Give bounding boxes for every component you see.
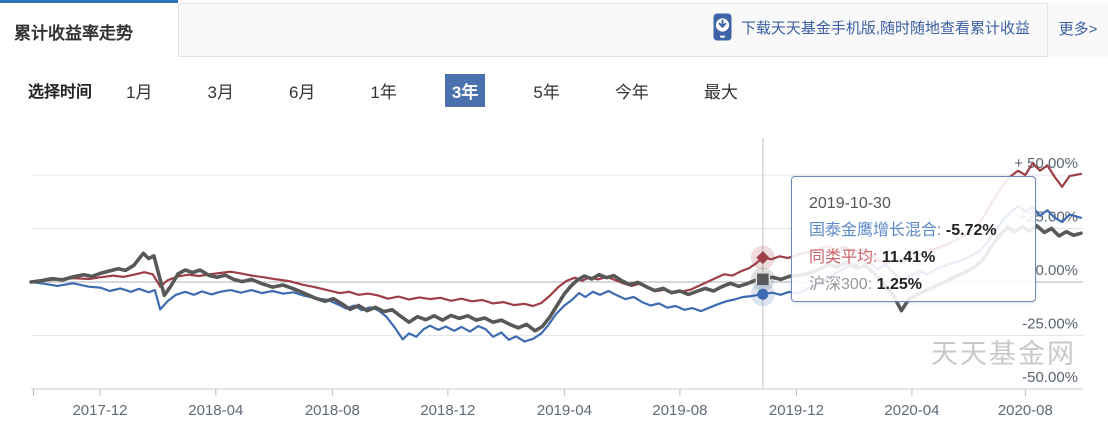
time-option-3月[interactable]: 3月 — [207, 82, 234, 102]
chart-tooltip: 2019-10-30 国泰金鹰增长混合: -5.72% 同类平均: 11.41% 沪… — [791, 176, 1036, 302]
x-axis-label: 2020-08 — [998, 402, 1053, 419]
time-option-1年[interactable]: 1年 — [370, 82, 397, 102]
x-axis-label: 2018-04 — [188, 402, 243, 419]
tooltip-date: 2019-10-30 — [809, 195, 891, 212]
y-axis-label: -25.00% — [1022, 316, 1078, 333]
phone-download-icon — [713, 13, 732, 41]
time-option-今年[interactable]: 今年 — [614, 82, 649, 102]
crosshair-marker-diamond — [756, 251, 770, 265]
y-axis-label: -50.00% — [1022, 369, 1078, 386]
cumulative-return-chart[interactable]: + 50.00% +25.00% 0.00% -25.00% -50.00% 2017-1… — [0, 130, 1108, 439]
tooltip-series-value: -5.72% — [945, 222, 997, 239]
time-selector-label: 选择时间 — [28, 84, 93, 101]
x-axis-label: 2018-12 — [420, 402, 475, 419]
tooltip-series-value: 11.41% — [881, 249, 936, 266]
tooltip-row: 国泰金鹰增长混合: -5.72% — [809, 217, 1035, 244]
y-axis-label: + 50.00% — [1014, 155, 1078, 172]
crosshair-marker-square — [755, 272, 771, 287]
download-app-link[interactable]: 下载天天基金手机版,随时随地查看累计收益 — [713, 0, 1030, 54]
tab-cumulative-return[interactable]: 累计收益率走势 — [0, 0, 178, 58]
time-option-5年[interactable]: 5年 — [533, 82, 560, 102]
watermark: 天天基金网 — [931, 339, 1076, 369]
header-strip — [178, 3, 1108, 57]
x-axis-label: 2017-12 — [72, 402, 127, 419]
tooltip-series-label: 沪深300: — [809, 276, 877, 293]
x-axis-label: 2020-04 — [884, 402, 939, 419]
crosshair-marker-circle — [757, 288, 769, 300]
tooltip-series-label: 同类平均: — [809, 249, 882, 266]
page-title: 累计收益率走势 — [14, 24, 133, 43]
more-link[interactable]: 更多> — [1047, 3, 1108, 57]
download-app-text: 下载天天基金手机版,随时随地查看累计收益 — [740, 19, 1030, 37]
tooltip-series-value: 1.25% — [876, 276, 922, 293]
time-option-1月[interactable]: 1月 — [126, 82, 153, 102]
x-axis-label: 2019-12 — [769, 402, 824, 419]
time-option-最大[interactable]: 最大 — [703, 82, 738, 102]
tooltip-series-label: 国泰金鹰增长混合: — [809, 222, 946, 239]
time-option-3年[interactable]: 3年 — [444, 73, 486, 107]
x-axis-label: 2019-04 — [537, 402, 592, 419]
tooltip-row: 同类平均: 11.41% — [809, 244, 1035, 271]
y-axis-label: 0.00% — [1035, 262, 1078, 279]
time-option-6月[interactable]: 6月 — [288, 82, 316, 102]
time-range-selector: 选择时间 1月 3月 6月 1年 3年 5年 今年 最大 — [28, 73, 786, 107]
tooltip-row: 沪深300: 1.25% — [809, 271, 1035, 298]
x-axis-label: 2019-08 — [652, 402, 707, 419]
x-axis-label: 2018-08 — [305, 402, 360, 419]
